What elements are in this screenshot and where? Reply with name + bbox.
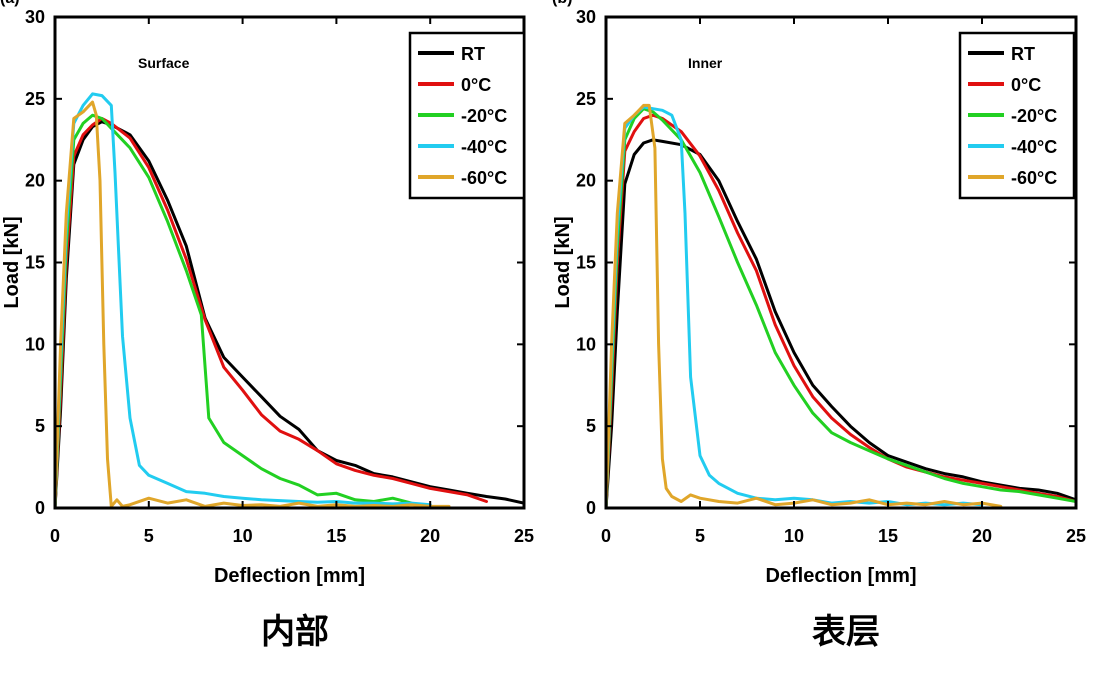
y-tick-label: 20 <box>576 171 596 191</box>
legend: RT 0°C -20°C -40°C -60°C <box>958 31 1076 200</box>
legend-label-60c: -60°C <box>461 168 507 188</box>
x-tick-label: 0 <box>50 526 60 546</box>
y-tick-label: 15 <box>25 253 45 273</box>
series-group <box>55 92 524 508</box>
legend-label-60c: -60°C <box>1011 168 1057 188</box>
legend: RT 0°C -20°C -40°C -60°C <box>408 31 526 200</box>
legend-label-40c: -40°C <box>461 137 507 157</box>
x-tick-label: 15 <box>326 526 346 546</box>
legend-label-20c: -20°C <box>1011 106 1057 126</box>
caption-left: 内部 <box>261 612 329 652</box>
y-tick-label: 0 <box>35 498 45 518</box>
y-tick-label: 10 <box>576 334 596 354</box>
y-axis-label: Load [kN] <box>1 216 23 308</box>
panel-mark: (b) <box>552 0 572 7</box>
y-tick-label: 10 <box>25 334 45 354</box>
x-tick-label: 20 <box>972 526 992 546</box>
series-line-60c <box>606 103 1003 508</box>
x-axis-label: Deflection [mm] <box>214 565 365 587</box>
y-axis-label: Load [kN] <box>552 216 574 308</box>
x-tick-label: 5 <box>144 526 154 546</box>
series-line-0c <box>55 117 488 508</box>
legend-label-0c: 0°C <box>1011 75 1041 95</box>
legend-label-0c: 0°C <box>461 75 491 95</box>
y-tick-label: 15 <box>576 253 596 273</box>
series-line-rt <box>606 138 1076 508</box>
plot-title: Surface <box>138 55 190 71</box>
x-tick-label: 5 <box>695 526 705 546</box>
series-line-40c <box>55 92 432 508</box>
y-tick-label: 20 <box>25 171 45 191</box>
legend-label-20c: -20°C <box>461 106 507 126</box>
y-tick-label: 5 <box>586 416 596 436</box>
y-tick-label: 25 <box>25 89 45 109</box>
series-line-0c <box>606 113 1076 508</box>
x-tick-label: 25 <box>1066 526 1086 546</box>
x-tick-label: 10 <box>784 526 804 546</box>
x-tick-label: 10 <box>233 526 253 546</box>
panel-surface: (a) 0 5 10 15 20 25 0 5 10 15 20 25 30 Deflection [mm]… <box>0 0 534 587</box>
y-tick-label: 0 <box>586 498 596 518</box>
legend-label-rt: RT <box>461 44 485 64</box>
x-tick-label: 15 <box>878 526 898 546</box>
x-tick-label: 0 <box>601 526 611 546</box>
legend-label-rt: RT <box>1011 44 1035 64</box>
caption-right: 表层 <box>812 612 880 652</box>
series-line-60c <box>55 100 451 508</box>
series-group <box>606 103 1076 508</box>
plot-title: Inner <box>688 55 723 71</box>
y-tick-label: 5 <box>35 416 45 436</box>
x-tick-label: 20 <box>420 526 440 546</box>
series-line-rt <box>55 120 524 508</box>
panel-inner: (b) 0 5 10 15 20 25 0 5 10 15 20 25 30 Deflection [mm]… <box>552 0 1086 587</box>
x-axis-label: Deflection [mm] <box>765 565 916 587</box>
y-tick-label: 30 <box>25 7 45 27</box>
x-tick-label: 25 <box>514 526 534 546</box>
legend-label-40c: -40°C <box>1011 137 1057 157</box>
series-line-20c <box>55 113 413 508</box>
y-tick-label: 30 <box>576 7 596 27</box>
panel-mark: (a) <box>0 0 20 7</box>
y-tick-label: 25 <box>576 89 596 109</box>
